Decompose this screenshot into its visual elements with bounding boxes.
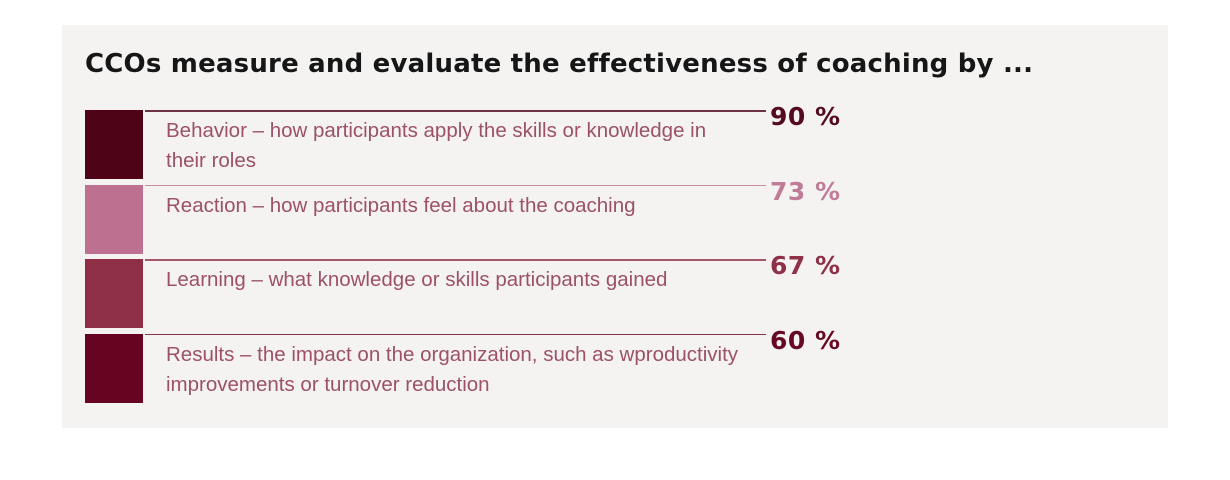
chart-title: CCOs measure and evaluate the effectiven… [85,49,1034,79]
category-label: Learning – what knowledge or skills part… [166,268,668,291]
row-divider [145,333,766,335]
chart-rows: Behavior – how participants apply the sk… [62,102,1168,407]
percentage-value: 60 % [770,325,841,355]
category-swatch [85,110,143,179]
row-divider [145,110,766,112]
chart-row-learning: Learning – what knowledge or skills part… [62,251,1168,332]
chart-row-results: Results – the impact on the organization… [62,326,1168,407]
chart-row-behavior: Behavior – how participants apply the sk… [62,102,1168,183]
category-swatch [85,259,143,328]
category-label: Reaction – how participants feel about t… [166,193,636,217]
percentage-value: 67 % [770,251,841,280]
row-divider [145,184,766,186]
category-swatch [85,184,143,254]
category-label: Behavior – how participants apply the sk… [166,119,707,172]
row-divider [145,259,766,261]
percentage-value: 73 % [770,176,841,206]
chart-panel: CCOs measure and evaluate the effectiven… [62,25,1168,428]
category-swatch [85,333,143,403]
percentage-value: 90 % [770,102,841,131]
category-label: Results – the impact on the organization… [166,342,739,396]
chart-row-reaction: Reaction – how participants feel about t… [62,177,1168,258]
